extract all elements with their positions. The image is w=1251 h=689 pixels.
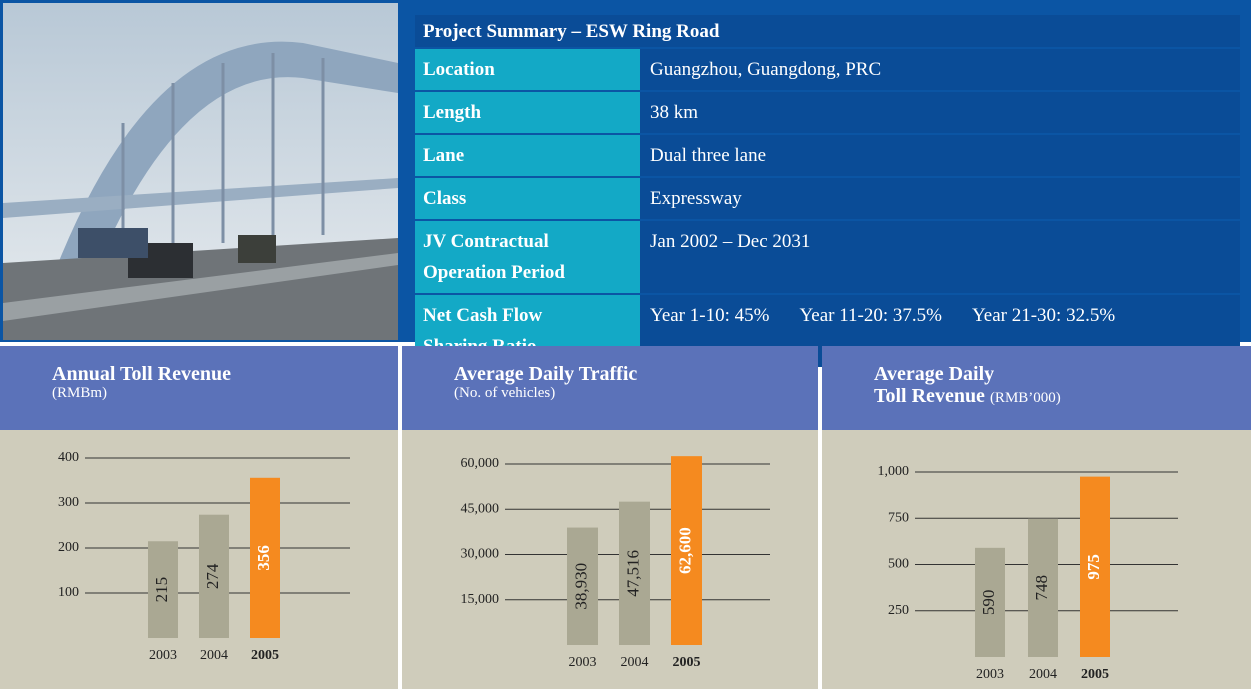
label-cell: Class bbox=[415, 178, 640, 219]
cell-text: Net Cash Flow bbox=[423, 300, 632, 331]
value-cell: Guangzhou, Guangdong, PRC bbox=[640, 49, 1240, 90]
value-label: 215 bbox=[152, 577, 171, 603]
cell-text: Length bbox=[423, 102, 481, 123]
chart-subtitle: (RMB’000) bbox=[990, 390, 1061, 406]
chart-subtitle: (RMBm) bbox=[52, 385, 398, 402]
chart-title: Average Daily Traffic bbox=[454, 363, 818, 385]
cell-text: Lane bbox=[423, 145, 464, 166]
cell-text: Operation Period bbox=[423, 257, 632, 288]
cell-text: Year 21-30: 32.5% bbox=[972, 305, 1115, 326]
value-label: 47,516 bbox=[623, 550, 642, 597]
value-label: 748 bbox=[1032, 575, 1051, 601]
summary-table: Project Summary – ESW Ring Road Location G… bbox=[415, 15, 1240, 369]
x-tick-label: 2003 bbox=[976, 667, 1004, 682]
cell-text: Year 1-10: 45% bbox=[650, 305, 769, 326]
chart-title-text: Toll Revenue bbox=[874, 385, 985, 407]
chart-title: Average Daily bbox=[874, 363, 1251, 385]
x-tick-label: 2004 bbox=[621, 655, 649, 670]
cell-text: Expressway bbox=[650, 188, 742, 209]
y-tick-label: 100 bbox=[58, 585, 79, 600]
chart-subtitle: (No. of vehicles) bbox=[454, 385, 818, 402]
y-tick-label: 45,000 bbox=[461, 501, 500, 516]
x-tick-label: 2004 bbox=[1029, 667, 1057, 682]
y-tick-label: 750 bbox=[888, 510, 909, 525]
value-cell: Expressway bbox=[640, 178, 1240, 219]
y-tick-label: 15,000 bbox=[461, 592, 500, 607]
table-title: Project Summary – ESW Ring Road bbox=[415, 15, 1240, 47]
x-tick-label: 2003 bbox=[149, 648, 177, 663]
value-label: 975 bbox=[1084, 554, 1103, 580]
table-row: Length 38 km bbox=[415, 92, 1240, 133]
x-tick-label: 2005 bbox=[251, 648, 279, 663]
label-cell: Lane bbox=[415, 135, 640, 176]
cell-text: Location bbox=[423, 59, 495, 80]
chart-panel: Average Daily Traffic(No. of vehicles)15… bbox=[402, 346, 818, 689]
chart-header: Average Daily Traffic(No. of vehicles) bbox=[402, 346, 818, 430]
chart: 100 200 300 400 215 2003 274 2004 356 2005 bbox=[0, 430, 398, 689]
value-label: 274 bbox=[203, 563, 222, 589]
table-row: Location Guangzhou, Guangdong, PRC bbox=[415, 49, 1240, 90]
summary-band: Project Summary – ESW Ring Road Location G… bbox=[0, 0, 1251, 342]
chart: 250 500 750 1,000 590 2003 748 2004 975 2005 bbox=[822, 430, 1251, 689]
y-tick-label: 200 bbox=[58, 540, 79, 555]
cell-text: 38 km bbox=[650, 102, 698, 123]
value-label: 590 bbox=[979, 590, 998, 616]
cell-text: Class bbox=[423, 188, 466, 209]
y-tick-label: 300 bbox=[58, 495, 79, 510]
chart-title: Toll Revenue (RMB’000) bbox=[874, 385, 1251, 409]
y-tick-label: 250 bbox=[888, 603, 909, 618]
page: Project Summary – ESW Ring Road Location G… bbox=[0, 0, 1251, 689]
value-cell: Dual three lane bbox=[640, 135, 1240, 176]
x-tick-label: 2005 bbox=[1081, 667, 1109, 682]
value-cell: Jan 2002 – Dec 2031 bbox=[640, 221, 1240, 293]
table-row: Lane Dual three lane bbox=[415, 135, 1240, 176]
chart-title-text: Annual Toll Revenue bbox=[52, 363, 231, 385]
cell-text: JV Contractual bbox=[423, 226, 632, 257]
chart-title-text: Average Daily bbox=[874, 363, 994, 385]
x-tick-label: 2003 bbox=[569, 655, 597, 670]
label-cell: Location bbox=[415, 49, 640, 90]
value-label: 356 bbox=[254, 545, 273, 571]
x-tick-label: 2005 bbox=[673, 655, 701, 670]
x-tick-label: 2004 bbox=[200, 648, 228, 663]
y-tick-label: 60,000 bbox=[461, 456, 500, 471]
y-tick-label: 400 bbox=[58, 450, 79, 465]
cell-text: Jan 2002 – Dec 2031 bbox=[650, 231, 810, 252]
chart-header: Annual Toll Revenue(RMBm) bbox=[0, 346, 398, 430]
value-label: 38,930 bbox=[571, 563, 590, 610]
cell-text: Guangzhou, Guangdong, PRC bbox=[650, 59, 881, 80]
chart-panel: Annual Toll Revenue(RMBm) 100 200 300 400 215… bbox=[0, 346, 398, 689]
y-tick-label: 30,000 bbox=[461, 547, 500, 562]
value-cell: 38 km bbox=[640, 92, 1240, 133]
chart-title-text: Average Daily Traffic bbox=[454, 363, 637, 385]
table-row: Class Expressway bbox=[415, 178, 1240, 219]
chart: 15,000 30,000 45,000 60,000 38,930 2003 47,516… bbox=[402, 430, 818, 689]
y-tick-label: 500 bbox=[888, 557, 909, 572]
label-cell: Length bbox=[415, 92, 640, 133]
cell-text: Dual three lane bbox=[650, 145, 766, 166]
y-tick-label: 1,000 bbox=[878, 464, 910, 479]
value-label: 62,600 bbox=[675, 527, 694, 574]
bridge-photo bbox=[3, 3, 398, 340]
cell-text: Year 11-20: 37.5% bbox=[799, 305, 942, 326]
chart-title: Annual Toll Revenue bbox=[52, 363, 398, 385]
